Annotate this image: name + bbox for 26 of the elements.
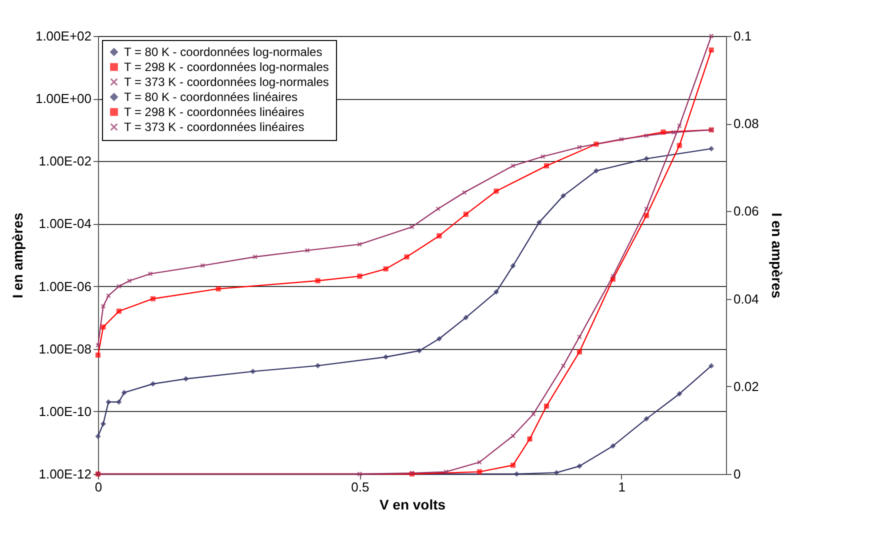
y2-tick-label: 0.06 [734, 204, 759, 219]
y-axis-title: I en ampères [9, 212, 26, 298]
y-tick-label: 1.00E+02 [35, 28, 92, 44]
x-tick-label: 0.5 [351, 480, 370, 494]
y-tick-label: 1.00E-04 [38, 216, 92, 232]
y-tick-label: 1.00E-02 [38, 154, 92, 169]
y2-tick-label: 0.1 [734, 28, 752, 44]
y-tick-label: 1.00E-06 [38, 278, 92, 294]
y2-tick-label: 0.02 [734, 378, 759, 394]
x-tick-label: 1 [618, 480, 626, 494]
y2-tick-label: 0.04 [734, 291, 759, 306]
y-tick-label: 1.00E+00 [35, 91, 92, 106]
y-tick-label: 1.00E-12 [38, 466, 92, 482]
legend-label: T = 298 K - coordonnées linéaires [124, 105, 304, 119]
legend-label: T = 373 K - coordonnées log-normales [124, 75, 329, 89]
y-tick-label: 1.00E-08 [38, 341, 92, 356]
x-axis-title: V en volts [379, 496, 446, 512]
x-tick-label: 0 [94, 480, 102, 494]
legend-label: T = 80 K - coordonnées log-normales [124, 45, 322, 59]
legend-label: T = 298 K - coordonnées log-normales [124, 60, 329, 74]
legend-label: T = 373 K - coordonnées linéaires [124, 120, 304, 134]
y2-tick-label: 0 [734, 466, 741, 482]
y-tick-label: 1.00E-10 [38, 404, 92, 419]
y2-axis-title: I en ampères [768, 212, 785, 299]
legend-label: T = 80 K - coordonnées linéaires [124, 90, 298, 104]
y2-tick-label: 0.08 [734, 116, 759, 132]
